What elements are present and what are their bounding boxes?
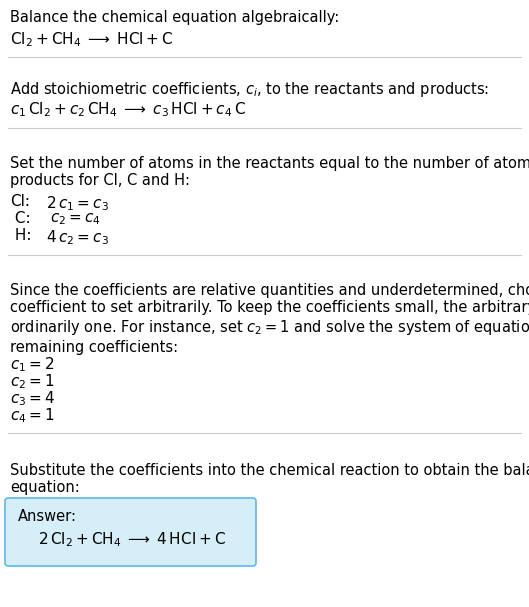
Text: $c_3 = 4$: $c_3 = 4$ <box>10 389 55 408</box>
Text: C:: C: <box>10 211 31 226</box>
Text: Balance the chemical equation algebraically:: Balance the chemical equation algebraica… <box>10 10 339 25</box>
Text: Set the number of atoms in the reactants equal to the number of atoms in the
pro: Set the number of atoms in the reactants… <box>10 156 529 188</box>
Text: $\;4\,c_2 = c_3$: $\;4\,c_2 = c_3$ <box>42 228 109 246</box>
Text: $\;2\,c_1 = c_3$: $\;2\,c_1 = c_3$ <box>42 194 109 212</box>
Text: Answer:: Answer: <box>18 509 77 524</box>
Text: $2\,\mathrm{Cl_2} + \mathrm{CH_4} \;\longrightarrow\; 4\,\mathrm{HCl} + \mathrm{: $2\,\mathrm{Cl_2} + \mathrm{CH_4} \;\lon… <box>38 531 226 549</box>
Text: H:: H: <box>10 228 32 243</box>
Text: Add stoichiometric coefficients, $c_i$, to the reactants and products:: Add stoichiometric coefficients, $c_i$, … <box>10 80 489 99</box>
FancyBboxPatch shape <box>5 498 256 566</box>
Text: $\;\;c_2 = c_4$: $\;\;c_2 = c_4$ <box>42 211 101 226</box>
Text: $c_1 = 2$: $c_1 = 2$ <box>10 355 54 374</box>
Text: $c_4 = 1$: $c_4 = 1$ <box>10 406 54 425</box>
Text: Substitute the coefficients into the chemical reaction to obtain the balanced
eq: Substitute the coefficients into the che… <box>10 463 529 495</box>
Text: Since the coefficients are relative quantities and underdetermined, choose a
coe: Since the coefficients are relative quan… <box>10 283 529 354</box>
Text: $c_2 = 1$: $c_2 = 1$ <box>10 372 54 391</box>
Text: $c_1\,\mathrm{Cl_2} + c_2\,\mathrm{CH_4} \;\longrightarrow\; c_3\,\mathrm{HCl} +: $c_1\,\mathrm{Cl_2} + c_2\,\mathrm{CH_4}… <box>10 100 246 119</box>
Text: Cl:: Cl: <box>10 194 30 209</box>
Text: $\mathrm{Cl_2 + CH_4 \;\longrightarrow\; HCl + C}$: $\mathrm{Cl_2 + CH_4 \;\longrightarrow\;… <box>10 30 174 49</box>
